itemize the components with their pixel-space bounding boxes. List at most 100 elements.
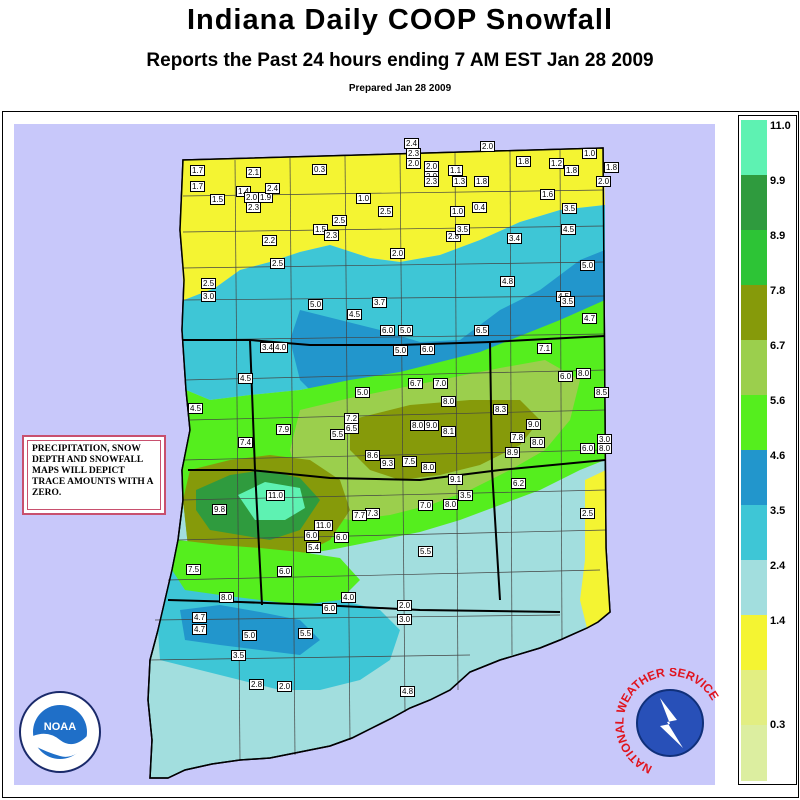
station-value-label: 9.8 [212,504,228,515]
station-value-label: 8.0 [219,592,235,603]
station-value-label: 5.5 [330,429,346,440]
station-value-label: 9.3 [380,458,396,469]
state-border [147,147,611,779]
station-value-label: 1.6 [540,189,556,200]
station-value-label: 7.8 [510,432,526,443]
station-value-label: 5.4 [306,542,322,553]
station-value-label: 4.5 [561,224,577,235]
legend-label: 1.4 [770,615,786,627]
station-value-label: 6.5 [344,423,360,434]
zone-green-south [172,540,360,605]
station-value-label: 6.7 [408,378,424,389]
station-value-label: 6.0 [380,325,396,336]
station-value-label: 7.5 [186,564,202,575]
station-value-label: 2.0 [596,176,612,187]
station-value-label: 5.0 [393,345,409,356]
legend-label: 3.5 [770,505,786,517]
legend-swatch [741,395,767,451]
station-value-label: 5.5 [298,628,314,639]
station-value-label: 2.0 [277,681,293,692]
zone-yellow-north [180,148,605,300]
station-value-label: 2.2 [262,235,278,246]
station-value-label: 2.1 [246,167,262,178]
station-value-label: 2.5 [201,278,217,289]
legend-swatch [741,285,767,341]
station-value-label: 8.1 [441,426,457,437]
legend-swatch [741,340,767,396]
station-value-label: 4.8 [500,276,516,287]
station-value-label: 4.0 [273,342,289,353]
station-value-label: 8.0 [597,443,613,454]
station-value-label: 2.8 [446,231,462,242]
station-value-label: 1.7 [190,181,206,192]
trace-note: PRECIPITATION, SNOW DEPTH AND SNOWFALL M… [22,435,166,515]
zone-darkolive [350,400,540,480]
station-value-label: 8.0 [410,420,426,431]
station-value-label: 2.8 [249,679,265,690]
legend-label: 9.9 [770,175,786,187]
map-subtitle: Reports the Past 24 hours ending 7 AM ES… [146,50,654,71]
station-value-label: 5.5 [418,546,434,557]
station-value-label: 6.0 [322,603,338,614]
station-value-label: 8.3 [493,404,509,415]
legend-swatch [741,725,767,781]
station-value-label: 6.5 [474,325,490,336]
legend-label: 2.4 [770,560,786,572]
legend-label: 11.0 [770,120,791,132]
station-value-label: 0.4 [472,202,488,213]
legend-swatch [741,505,767,561]
station-value-label: 6.2 [511,478,527,489]
station-value-label: 5.0 [308,299,324,310]
station-value-label: 7.0 [418,500,434,511]
station-value-label: 2.4 [265,183,281,194]
station-value-label: 7.0 [433,378,449,389]
legend-label: 8.9 [770,230,786,242]
legend-swatch [741,560,767,616]
station-value-label: 7.4 [238,437,254,448]
legend-label: 7.8 [770,285,786,297]
station-value-label: 2.3 [324,230,340,241]
map-title: Indiana Daily COOP Snowfall [186,4,614,36]
station-value-label: 7.1 [537,343,553,354]
station-value-label: 4.7 [192,624,208,635]
legend-swatch [741,230,767,286]
legend-swatch [741,175,767,231]
station-value-label: 6.0 [420,344,436,355]
legend-label: 0.3 [770,719,786,731]
station-value-label: 6.0 [580,443,596,454]
station-value-label: 1.1 [448,165,464,176]
station-value-label: 4.5 [347,309,363,320]
legend-swatch [741,670,767,726]
legend-label: 5.6 [770,395,786,407]
station-value-label: 1.5 [313,224,329,235]
station-value-label: 1.5 [210,194,226,205]
station-value-label: 5.0 [580,260,596,271]
station-value-label: 2.0 [480,141,496,152]
station-value-label: 1.3 [452,176,468,187]
station-value-label: 3.7 [372,297,388,308]
legend-label: 4.6 [770,450,786,462]
station-value-label: 4.7 [582,313,598,324]
station-value-label: 8.9 [505,447,521,458]
prepared-date: Prepared Jan 28 2009 [348,83,452,94]
station-value-label: 1.0 [356,193,372,204]
trace-note-text: PRECIPITATION, SNOW DEPTH AND SNOWFALL M… [27,440,161,510]
station-value-label: 8.0 [421,462,437,473]
station-value-label: 4.5 [238,373,254,384]
station-value-label: 5.0 [355,387,371,398]
legend-swatch [741,615,767,671]
station-value-label: 6.0 [558,371,574,382]
station-value-label: 7.3 [365,508,381,519]
station-value-label: 6.0 [304,530,320,541]
station-value-label: 3.4 [507,233,523,244]
noaa-logo: NOAA [19,691,101,773]
station-value-label: 3.0 [201,291,217,302]
station-value-label: 2.5 [378,206,394,217]
station-value-label: 2.3 [424,176,440,187]
zone-blue-center [290,250,605,400]
legend-swatch [741,120,767,176]
station-value-label: 3.5 [458,490,474,501]
legend-swatch [741,450,767,506]
station-value-label: 8.0 [530,437,546,448]
station-value-label: 1.0 [450,206,466,217]
